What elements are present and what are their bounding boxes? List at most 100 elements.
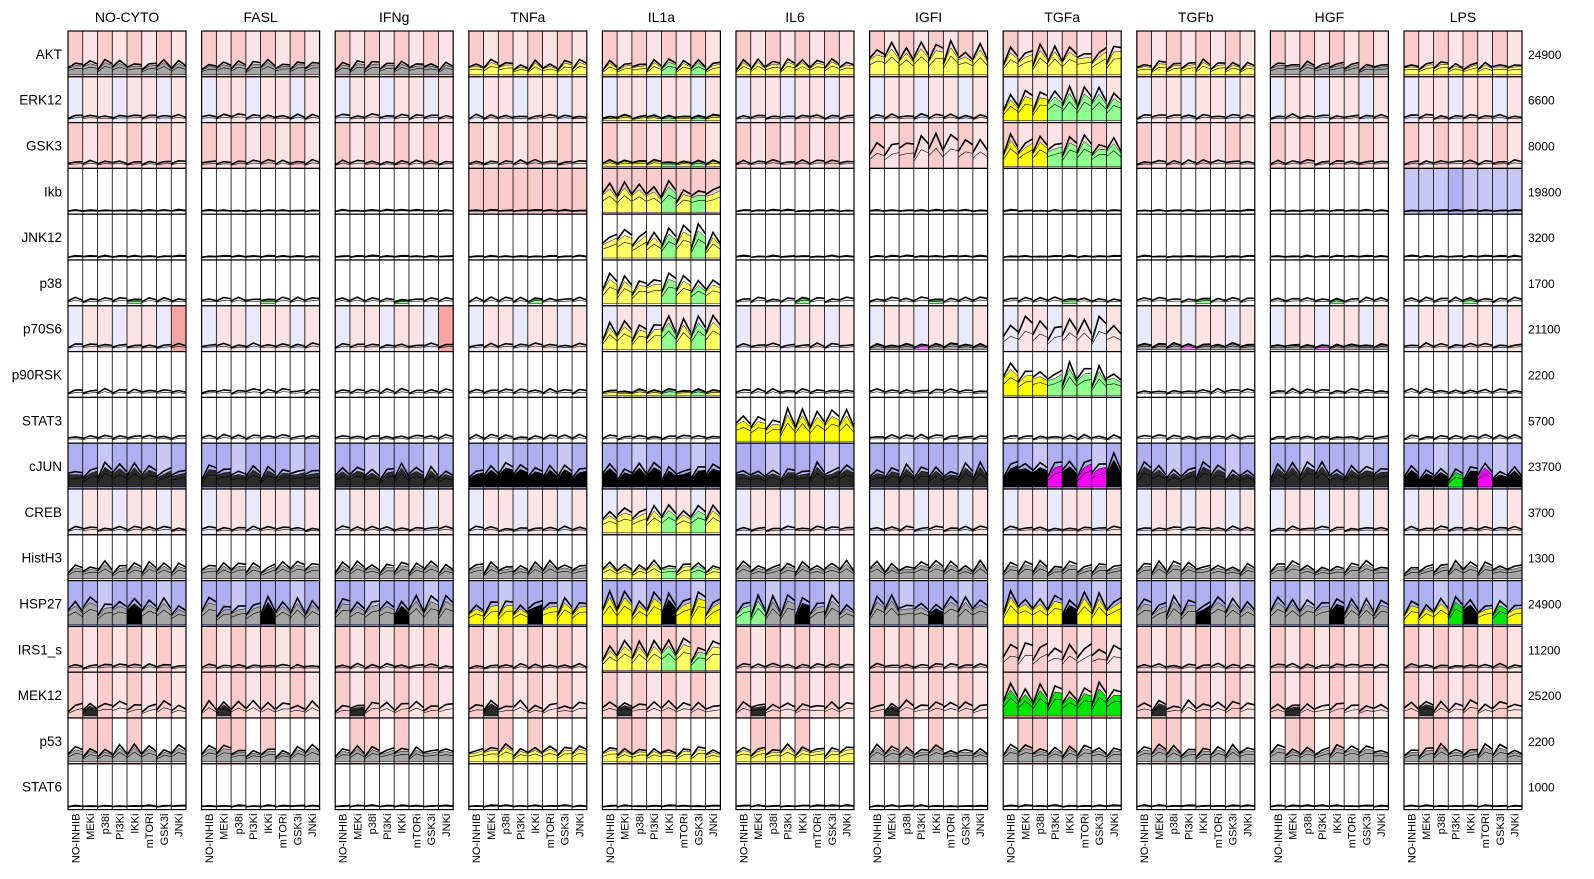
subplot-line-gsk3i — [422, 594, 439, 613]
subplot-line2-p38i — [631, 518, 647, 525]
subplot-line-meki — [1017, 314, 1034, 335]
subplot-bg-mtori — [809, 168, 825, 215]
subplot-line2-mtori — [141, 568, 157, 576]
subplot-line2-mtori — [141, 392, 157, 394]
subplot-line-p38i — [230, 470, 247, 476]
subplot-line2-pi3ki — [1047, 335, 1063, 345]
subplot-line-pi3ki — [245, 255, 261, 258]
subplot-line2-ikki — [661, 117, 677, 120]
subplot-line2-mtori — [275, 162, 291, 166]
subplot-line2-p38i — [765, 67, 781, 71]
subplot-line-no-inhib — [334, 747, 351, 758]
subplot-line2-mtori — [275, 210, 291, 212]
subplot-line2-no-inhib — [201, 68, 217, 73]
subplot-line2-ikki — [126, 163, 142, 166]
subplot-bg-jnki — [304, 168, 320, 215]
subplot-line2-meki — [884, 152, 900, 161]
subplot-line2-p38i — [230, 707, 246, 713]
subplot-line-gsk3i — [289, 596, 306, 615]
subplot-bg-gsk3i — [1091, 214, 1107, 260]
subplot-line-ikki — [1061, 642, 1078, 661]
subplot-line-ikki — [527, 158, 543, 164]
subplot-line2-jnki — [1106, 528, 1122, 532]
subplot-bg-meki — [750, 626, 766, 673]
subplot-line-p38i — [1031, 682, 1049, 705]
subplot-line-gsk3i — [957, 343, 973, 348]
subplot-line2-no-inhib — [335, 806, 350, 808]
subplot-line2-ikki — [928, 752, 944, 757]
subplot-bg-jnki — [572, 626, 587, 673]
subplot-line-no-inhib — [200, 699, 217, 713]
panel-tnfa-hsp27 — [468, 579, 588, 627]
subplot-bg-no-inhib — [869, 763, 885, 810]
subplot-line-pi3ki — [646, 804, 662, 808]
subplot-line-meki — [483, 433, 499, 440]
subplot-line2-meki — [1017, 330, 1033, 341]
subplot-line-ikki — [928, 208, 944, 212]
subplot-line2-no-inhib — [67, 210, 83, 212]
subplot-bg-ikki — [394, 76, 409, 123]
subplot-line2-no-inhib — [602, 243, 618, 250]
subplot-line2-gsk3i — [958, 528, 973, 532]
subplot-line-no-inhib — [1136, 63, 1152, 69]
panel-fasl-gsk3 — [201, 121, 321, 169]
subplot-line2-pi3ki — [379, 529, 395, 532]
subplot-line2-p38i — [765, 345, 781, 348]
subplot-line-no-inhib — [334, 560, 351, 574]
subplot-line2-mtori — [943, 755, 959, 758]
subplot-line-mtori — [1076, 564, 1092, 574]
subplot-line-no-inhib — [1002, 45, 1019, 66]
subplot-line-meki — [1017, 462, 1034, 471]
subplot-line-mtori — [675, 748, 692, 758]
subplot-line-pi3ki — [111, 462, 128, 474]
subplot-line2-ikki — [794, 530, 810, 532]
subplot-bg-gsk3i — [958, 168, 973, 215]
subplot-line2-mtori — [943, 568, 959, 576]
subplot-line-p38i — [631, 461, 648, 475]
subplot-bg-ikki — [394, 122, 409, 169]
subplot-line2-ikki — [1062, 752, 1078, 760]
subplot-line-p38i — [230, 700, 247, 710]
subplot-line-gsk3i — [1091, 463, 1107, 474]
subplot-line-mtori — [809, 297, 825, 303]
panel-tnfa-jnk12 — [468, 213, 588, 261]
subplot-bg-gsk3i — [290, 214, 305, 260]
subplot-bg-p38i — [899, 305, 914, 352]
subplot-line-jnki — [704, 278, 721, 291]
subplot-line-pi3ki — [913, 804, 929, 808]
subplot-bg-p38i — [498, 626, 514, 673]
subplot-bg-ikki — [127, 626, 142, 673]
subplot-bg-mtori — [275, 214, 291, 260]
subplot-line-jnki — [170, 342, 187, 348]
subplot-line-meki — [483, 208, 499, 213]
subplot-line-no-inhib — [735, 58, 752, 72]
subplot-line-meki — [349, 209, 365, 212]
panel-frame — [868, 763, 989, 811]
panel-il6-cjun — [735, 442, 855, 490]
subplot-line2-pi3ki — [512, 613, 528, 619]
subplot-line-p38i — [230, 344, 246, 349]
subplot-line-ikki — [794, 255, 810, 258]
row-max-mek12: 25200 — [1528, 689, 1562, 703]
panel-frame — [67, 763, 187, 811]
panel-il6-ikb — [735, 167, 855, 215]
row-label-hsp27: HSP27 — [19, 597, 62, 612]
subplot-line-no-inhib — [201, 160, 217, 164]
subplot-line2-gsk3i — [557, 570, 573, 574]
subplot-line2-gsk3i — [1091, 330, 1107, 346]
subplot-bg-gsk3i — [1091, 260, 1107, 306]
subplot-bg-p38i — [97, 489, 113, 535]
subplot-bg-meki — [884, 351, 900, 398]
subplot-bg-pi3ki — [913, 763, 929, 810]
subplot-line2-no-inhib — [201, 752, 217, 758]
subplot-line2-gsk3i — [557, 256, 573, 258]
subplot-line2-ikki — [394, 67, 410, 73]
panel-ifng-p90rsk — [334, 351, 454, 399]
subplot-line-jnki — [170, 469, 187, 476]
subplot-bg-jnki — [438, 122, 454, 169]
subplot-line2-jnki — [972, 210, 988, 212]
subplot-line2-ikki — [527, 345, 543, 348]
subplot-line2-no-inhib — [735, 162, 751, 166]
subplot-line2-jnki — [839, 752, 855, 757]
subplot-line-gsk3i — [690, 805, 706, 808]
